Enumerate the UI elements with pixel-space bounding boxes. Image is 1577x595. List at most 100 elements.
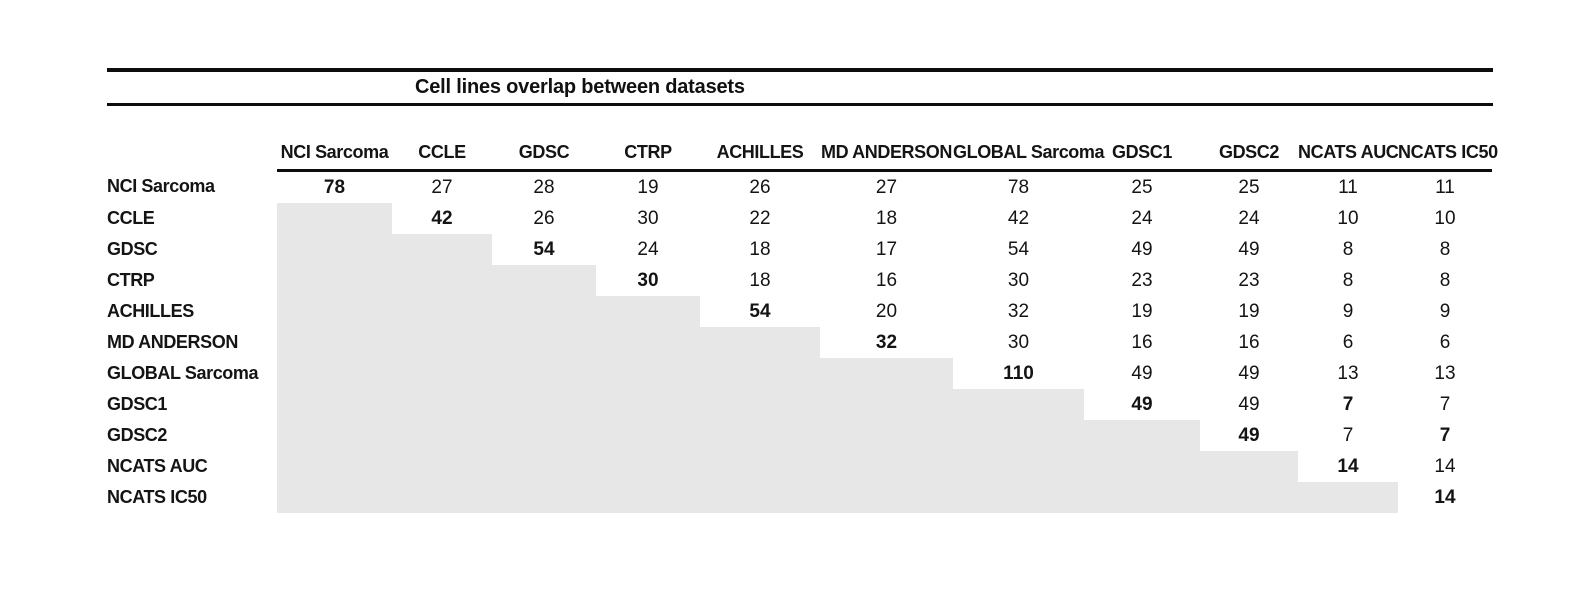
overlap-cell: 11 [1338, 176, 1358, 198]
overlap-cell [596, 451, 700, 482]
overlap-cell: 78 [1007, 176, 1030, 198]
overlap-cell [1200, 482, 1298, 513]
overlap-cell: 19 [637, 176, 659, 198]
table-title: Cell lines overlap between datasets [415, 76, 745, 98]
table-row: CCLE 42 26 30 22 18 42 24 24 10 10 [107, 203, 1492, 234]
overlap-cell: 17 [875, 238, 898, 260]
overlap-cell [953, 482, 1084, 513]
row-label: MD ANDERSON [107, 332, 238, 352]
overlap-cell [492, 265, 596, 296]
overlap-cell [820, 482, 953, 513]
overlap-cell: 10 [1337, 207, 1359, 229]
title-band: Cell lines overlap between datasets [107, 68, 1493, 106]
overlap-cell [596, 482, 700, 513]
overlap-cell [820, 358, 953, 389]
overlap-cell [700, 327, 820, 358]
overlap-cell: 54 [533, 238, 555, 260]
overlap-cell [492, 327, 596, 358]
overlap-cell: 30 [1007, 269, 1030, 291]
overlap-cell: 27 [875, 176, 898, 198]
overlap-cell: 9 [1439, 300, 1451, 322]
column-header: GDSC [492, 106, 596, 172]
overlap-cell [1298, 482, 1398, 513]
corner-cell [107, 106, 277, 171]
table-row: CTRP 30 18 16 30 23 23 8 8 [107, 265, 1492, 296]
table-row: NCATS IC50 14 [107, 482, 1492, 513]
table-row: NCI Sarcoma 78 27 28 19 26 27 78 25 25 11 11 [107, 171, 1492, 204]
table-row: ACHILLES 54 20 32 19 19 9 9 [107, 296, 1492, 327]
overlap-cell [277, 203, 392, 234]
overlap-cell: 78 [323, 176, 346, 198]
overlap-cell: 7 [1342, 393, 1354, 415]
overlap-cell: 14 [1337, 455, 1359, 477]
overlap-cell: 54 [1007, 238, 1030, 260]
row-label: NCATS AUC [107, 456, 208, 476]
overlap-cell: 42 [431, 207, 453, 229]
overlap-cell [596, 420, 700, 451]
overlap-cell: 49 [1238, 393, 1260, 415]
overlap-cell: 27 [431, 176, 453, 198]
overlap-table: NCI Sarcoma CCLE GDSC CTRP ACHILLES MD ANDERS… [107, 106, 1498, 513]
overlap-cell: 20 [875, 300, 898, 322]
column-header: GDSC2 [1200, 106, 1298, 172]
overlap-cell [277, 451, 392, 482]
overlap-cell [392, 265, 492, 296]
table-row: NCATS AUC 14 14 [107, 451, 1492, 482]
column-header: MD ANDERSON [820, 106, 953, 172]
overlap-cell [700, 358, 820, 389]
overlap-cell: 8 [1439, 269, 1451, 291]
overlap-cell: 26 [749, 176, 771, 198]
table-row: GDSC2 49 7 7 [107, 420, 1492, 451]
column-header: NCI Sarcoma [277, 106, 392, 172]
overlap-cell: 16 [1238, 331, 1260, 353]
table-row: GDSC1 49 49 7 7 [107, 389, 1492, 420]
overlap-cell [392, 482, 492, 513]
overlap-cell: 30 [637, 207, 659, 229]
overlap-cell: 42 [1007, 207, 1030, 229]
overlap-cell: 28 [533, 176, 555, 198]
overlap-cell: 19 [1238, 300, 1260, 322]
overlap-cell: 19 [1131, 300, 1153, 322]
overlap-cell [820, 389, 953, 420]
overlap-cell: 24 [1238, 207, 1260, 229]
overlap-cell: 18 [749, 269, 771, 291]
overlap-cell: 16 [1131, 331, 1153, 353]
overlap-cell: 23 [1238, 269, 1260, 291]
table-row: GLOBAL Sarcoma 110 49 49 13 13 [107, 358, 1492, 389]
overlap-cell: 24 [1131, 207, 1153, 229]
overlap-cell: 18 [875, 207, 898, 229]
overlap-cell [492, 296, 596, 327]
overlap-cell: 22 [749, 207, 771, 229]
table-row: MD ANDERSON 32 30 16 16 6 6 [107, 327, 1492, 358]
overlap-cell: 49 [1238, 238, 1260, 260]
overlap-cell: 9 [1342, 300, 1354, 322]
overlap-cell: 10 [1434, 207, 1456, 229]
overlap-cell [820, 420, 953, 451]
row-label: GDSC [107, 239, 158, 259]
overlap-cell: 7 [1439, 393, 1451, 415]
row-label: NCI Sarcoma [107, 176, 215, 197]
overlap-cell [492, 482, 596, 513]
overlap-cell: 7 [1439, 424, 1451, 446]
overlap-cell: 14 [1434, 455, 1456, 477]
overlap-cell [700, 482, 820, 513]
overlap-cell [392, 234, 492, 265]
overlap-cell [700, 389, 820, 420]
overlap-cell: 6 [1439, 331, 1451, 353]
overlap-cell: 49 [1238, 362, 1260, 384]
overlap-cell [277, 327, 392, 358]
overlap-cell: 16 [875, 269, 898, 291]
overlap-cell: 11 [1435, 176, 1455, 198]
column-header: CTRP [596, 106, 700, 172]
overlap-cell: 30 [637, 269, 659, 291]
overlap-cell [277, 296, 392, 327]
column-header: GDSC1 [1084, 106, 1200, 172]
overlap-cell [277, 389, 392, 420]
table-figure: Cell lines overlap between datasets NCI … [107, 68, 1498, 513]
overlap-cell [1084, 420, 1200, 451]
overlap-cell [492, 358, 596, 389]
overlap-cell: 8 [1342, 238, 1354, 260]
overlap-cell [596, 296, 700, 327]
overlap-cell [277, 420, 392, 451]
overlap-cell [392, 327, 492, 358]
